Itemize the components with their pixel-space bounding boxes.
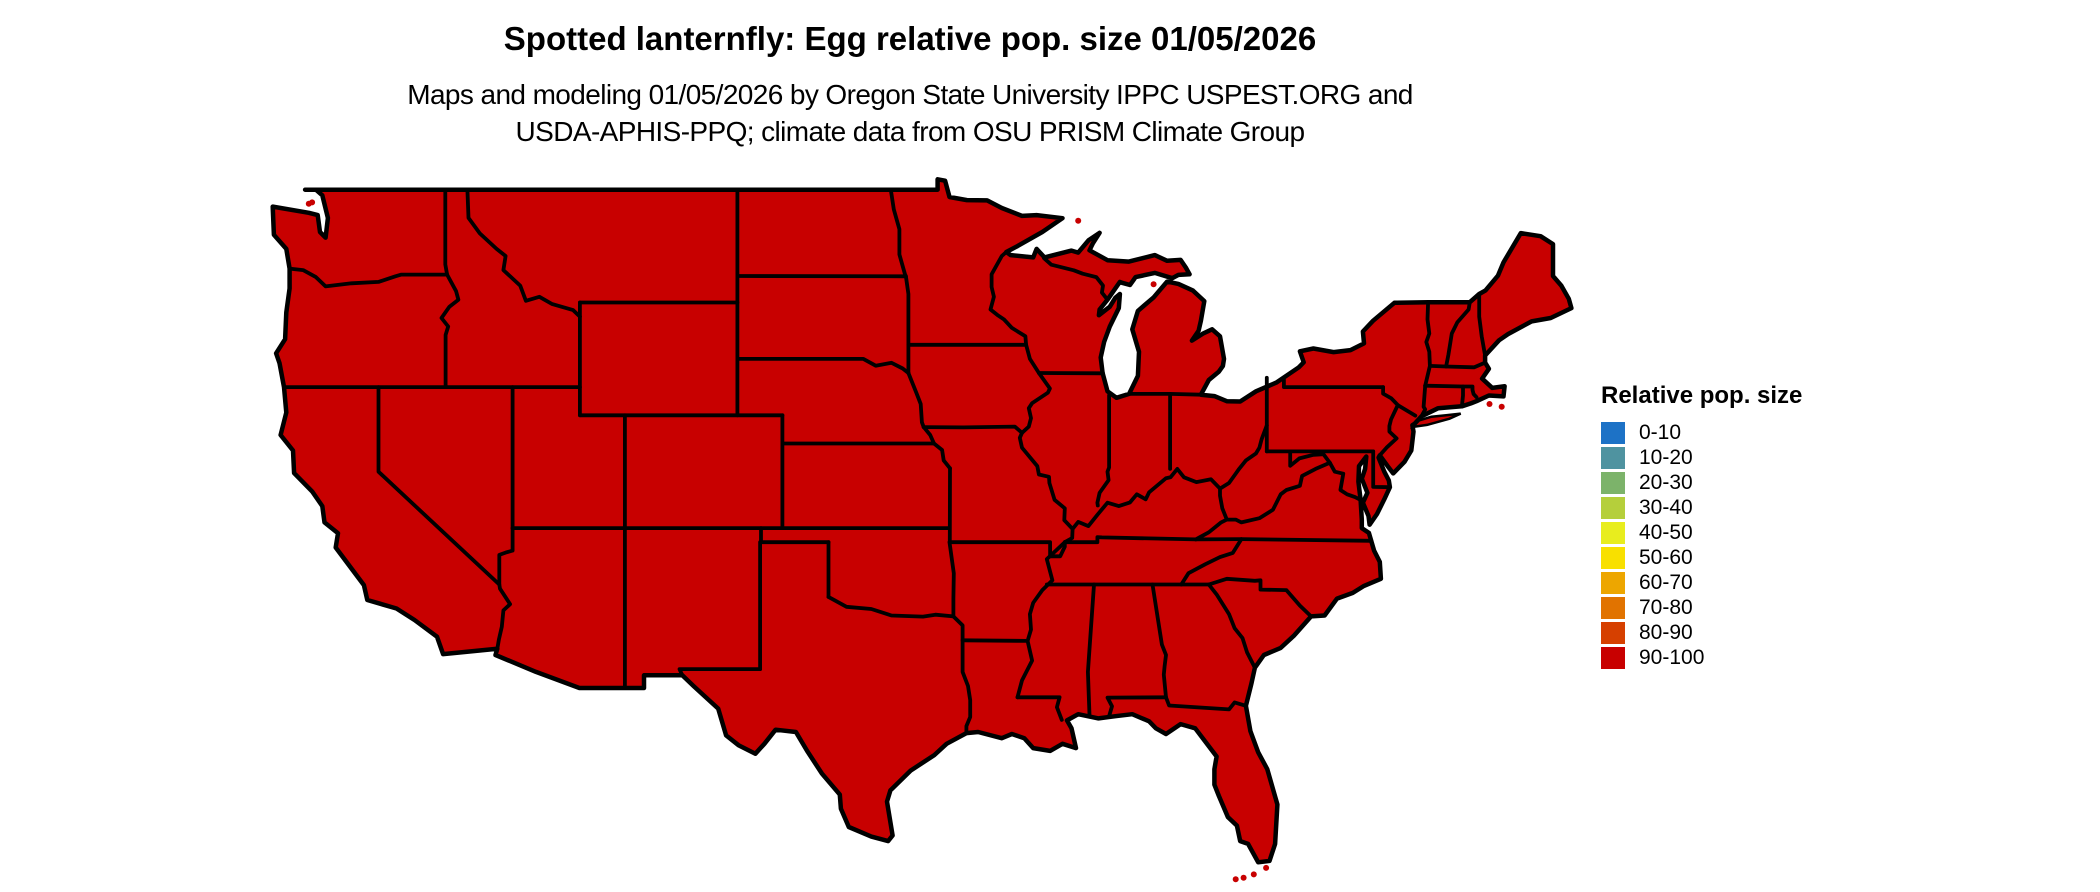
state-border — [960, 638, 1030, 643]
state-border — [1395, 403, 1418, 418]
state-border — [1288, 449, 1332, 468]
legend-item-label: 90-100 — [1639, 645, 1705, 669]
state-border — [1460, 384, 1465, 409]
island — [1409, 412, 1462, 429]
state-border — [439, 272, 461, 390]
legend-item: 50-60 — [1601, 545, 1802, 570]
legend-swatch — [1601, 521, 1625, 544]
island-dot — [1240, 874, 1247, 881]
state-border — [1017, 430, 1075, 545]
legend-item-label: 80-90 — [1639, 620, 1693, 644]
state-border — [947, 540, 1067, 559]
legend-item-label: 70-80 — [1639, 595, 1693, 619]
legend-swatch — [1601, 421, 1625, 444]
figure-subtitle: Maps and modeling 01/05/2026 by Oregon S… — [0, 76, 1820, 150]
state-border — [1206, 582, 1257, 670]
legend-item: 30-40 — [1601, 495, 1802, 520]
state-border — [1377, 385, 1400, 458]
island-dot — [1075, 217, 1082, 224]
state-border — [921, 425, 936, 446]
legend: Relative pop. size 0-10 10-20 20-30 30-40 40… — [1601, 382, 1802, 670]
legend-swatch — [1601, 496, 1625, 519]
state-border — [1477, 292, 1487, 358]
state-border — [947, 540, 956, 619]
island-dot — [1232, 876, 1239, 883]
state-border — [1150, 582, 1168, 700]
state-border — [677, 667, 763, 678]
island-dot — [1498, 403, 1505, 410]
legend-item: 80-90 — [1601, 620, 1802, 645]
state-border — [826, 594, 956, 619]
legend-swatch — [1601, 546, 1625, 569]
state-border — [287, 266, 450, 289]
legend-item: 20-30 — [1601, 470, 1802, 495]
figure-title: Spotted lanternfly: Egg relative pop. si… — [503, 20, 1317, 57]
state-border — [1105, 695, 1168, 719]
state-border — [888, 187, 911, 347]
legend-swatch — [1601, 646, 1625, 669]
state-border — [1020, 342, 1052, 435]
figure-subtitle-line1: Maps and modeling 01/05/2026 by Oregon S… — [407, 79, 1413, 110]
state-border — [932, 441, 952, 471]
legend-items: 0-10 10-20 20-30 30-40 40-50 50-60 60-70 70-80 8… — [1601, 420, 1802, 670]
island-dot — [1263, 864, 1270, 871]
state-border — [497, 526, 515, 587]
state-border — [1179, 537, 1244, 587]
legend-item-label: 50-60 — [1639, 545, 1693, 569]
state-border — [735, 356, 911, 375]
state-border — [1070, 423, 1269, 531]
us-map — [270, 177, 1574, 883]
legend-item-label: 10-20 — [1639, 445, 1693, 469]
legend-item-label: 60-70 — [1639, 570, 1693, 594]
state-border — [1327, 460, 1363, 502]
legend-item: 60-70 — [1601, 570, 1802, 595]
state-border — [1444, 300, 1472, 369]
legend-swatch — [1601, 471, 1625, 494]
state-border — [1371, 449, 1392, 490]
conus-outline — [270, 177, 1574, 865]
state-border — [1419, 383, 1428, 419]
state-border — [906, 371, 926, 430]
state-border — [1224, 460, 1332, 525]
state-border — [1042, 256, 1110, 302]
state-border — [1424, 300, 1432, 368]
legend-item-label: 20-30 — [1639, 470, 1693, 494]
state-border — [1423, 363, 1432, 388]
legend-item: 10-20 — [1601, 445, 1802, 470]
legend-swatch — [1601, 571, 1625, 594]
state-border — [1423, 383, 1479, 400]
legend-item-label: 40-50 — [1639, 520, 1693, 544]
island-dot — [1250, 871, 1257, 878]
figure-subtitle-line2: USDA-APHIS-PPQ; climate data from OSU PR… — [515, 116, 1306, 147]
legend-item: 90-100 — [1601, 645, 1802, 670]
island-dot — [305, 200, 312, 207]
legend-title: Relative pop. size — [1601, 382, 1803, 409]
state-border — [1282, 377, 1385, 390]
legend-item: 70-80 — [1601, 595, 1802, 620]
state-border — [988, 250, 1028, 347]
island-dot — [1486, 401, 1493, 407]
legend-item: 40-50 — [1601, 520, 1802, 545]
legend-item-label: 0-10 — [1639, 420, 1682, 444]
state-border — [1164, 695, 1248, 712]
state-border — [1428, 360, 1487, 370]
island-dot — [1150, 281, 1157, 288]
state-border — [465, 187, 582, 319]
state-border — [376, 385, 513, 651]
state-border — [443, 187, 450, 277]
state-border — [1086, 582, 1096, 717]
legend-swatch — [1601, 446, 1625, 469]
legend-swatch — [1601, 596, 1625, 619]
legend-item-label: 30-40 — [1639, 495, 1693, 519]
state-border — [1015, 540, 1067, 700]
state-border — [951, 614, 973, 735]
state-border — [1206, 576, 1313, 619]
state-border — [921, 424, 1024, 435]
state-border — [1127, 391, 1203, 397]
state-border — [1095, 393, 1111, 508]
state-border — [1015, 695, 1064, 722]
legend-swatch — [1601, 621, 1625, 644]
legend-item: 0-10 — [1601, 420, 1802, 445]
